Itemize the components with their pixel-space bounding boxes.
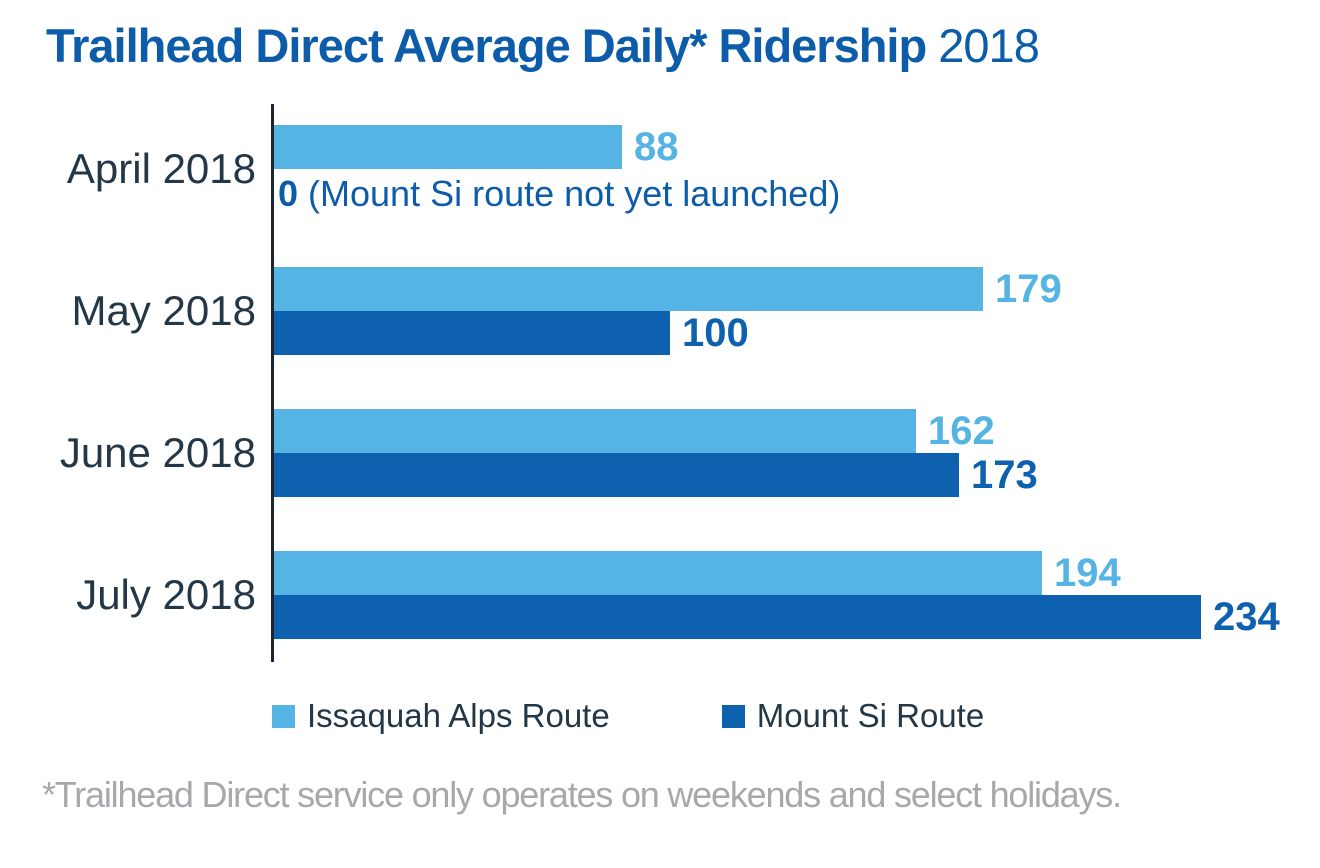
chart-title-main: Trailhead Direct Average Daily* Ridershi…	[46, 19, 927, 72]
value-label-july-series-1: 234	[1213, 595, 1280, 639]
legend: Issaquah Alps Route Mount Si Route	[272, 697, 984, 735]
bar-june-series-0	[274, 409, 916, 453]
bar-july-series-0	[274, 551, 1042, 595]
bar-june-series-1	[274, 453, 959, 497]
chart-footnote: *Trailhead Direct service only operates …	[42, 774, 1122, 815]
legend-label-mount-si: Mount Si Route	[756, 697, 985, 734]
value-label-june-series-1: 173	[971, 453, 1038, 497]
chart-title-year: 2018	[938, 19, 1040, 72]
legend-swatch-mount-si	[721, 704, 745, 728]
annotation-value: 0	[278, 173, 299, 214]
value-label-may-series-0: 179	[995, 267, 1062, 311]
bar-may-series-1	[274, 311, 670, 355]
y-axis-line	[271, 104, 274, 662]
legend-item-issaquah-alps: Issaquah Alps Route	[272, 697, 610, 735]
category-label-april: April 2018	[66, 145, 256, 192]
category-label-may: May 2018	[71, 287, 256, 334]
value-label-june-series-0: 162	[928, 409, 995, 453]
bar-july-series-1	[274, 595, 1201, 639]
chart-title: Trailhead Direct Average Daily* Ridershi…	[46, 18, 1040, 73]
category-label-july: July 2018	[76, 571, 256, 618]
category-label-june: June 2018	[59, 429, 256, 476]
bar-may-series-0	[274, 267, 983, 311]
value-label-may-series-1: 100	[682, 311, 749, 355]
legend-item-mount-si: Mount Si Route	[721, 697, 985, 735]
legend-label-issaquah-alps: Issaquah Alps Route	[307, 697, 610, 734]
legend-swatch-issaquah-alps	[272, 704, 295, 728]
missing-bar-annotation: 0 (Mount Si route not yet launched)	[278, 173, 841, 214]
bar-april-series-0	[274, 125, 622, 169]
value-label-july-series-0: 194	[1054, 551, 1121, 595]
value-label-april-series-0: 88	[634, 125, 679, 169]
